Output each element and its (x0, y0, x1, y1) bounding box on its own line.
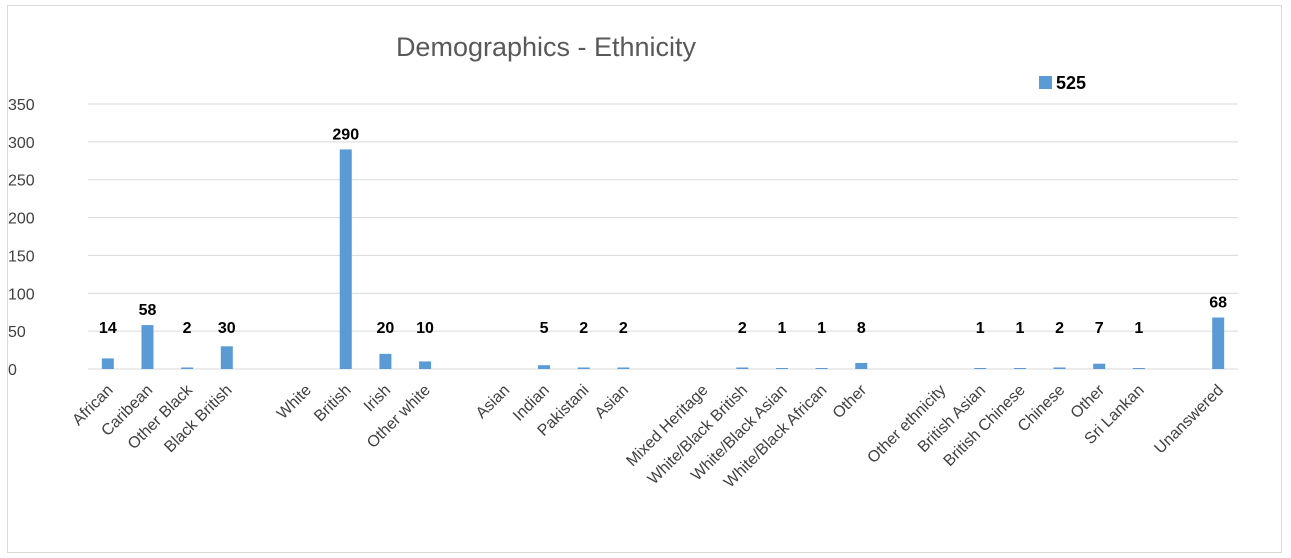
data-label: 1 (1134, 320, 1143, 337)
bar (1013, 368, 1026, 369)
bar (736, 367, 749, 369)
y-tick-label: 0 (8, 362, 17, 379)
legend-label: 525 (1056, 73, 1086, 93)
data-label: 7 (1095, 320, 1104, 337)
bar (1212, 317, 1225, 369)
x-tick-label: British (311, 382, 354, 425)
bars (101, 149, 1225, 369)
data-labels: 14 58 2 30 290 20 10 5 2 2 2 1 1 8 1 1 2 7 1 68 (99, 126, 1227, 337)
ethnicity-bar-chart: Demographics - Ethnicity 050100150200250… (8, 32, 1238, 491)
y-tick-label: 350 (8, 97, 35, 114)
bar (974, 368, 987, 369)
bar (855, 362, 868, 369)
bar (1053, 367, 1066, 369)
legend: 525 (1039, 73, 1086, 93)
legend-swatch (1039, 76, 1052, 89)
bar (538, 365, 551, 369)
y-tick-label: 100 (8, 286, 35, 303)
data-label: 58 (139, 302, 157, 319)
x-tick-label: Asian (592, 382, 632, 422)
data-label: 30 (218, 320, 236, 337)
bar (577, 367, 590, 369)
bar (419, 361, 432, 369)
data-label: 2 (579, 320, 588, 337)
data-label: 1 (976, 320, 985, 337)
chart-title: Demographics - Ethnicity (396, 32, 697, 62)
bar (379, 353, 392, 369)
x-tick-label: White (274, 382, 315, 423)
y-tick-label: 150 (8, 248, 35, 265)
data-label: 68 (1209, 295, 1227, 312)
data-label: 2 (1055, 320, 1064, 337)
data-label: 20 (377, 320, 395, 337)
bar (1132, 368, 1145, 369)
data-label: 2 (183, 320, 192, 337)
data-label: 2 (738, 320, 747, 337)
bar (141, 325, 154, 369)
bar (775, 368, 788, 369)
bar (220, 346, 233, 369)
data-label: 8 (857, 320, 866, 337)
data-label: 1 (1015, 320, 1024, 337)
x-tick-label: Other (830, 381, 871, 422)
bar (617, 367, 630, 369)
y-axis: 0 50 100 150 200 250 300 350 (8, 97, 35, 379)
data-label: 14 (99, 320, 117, 337)
y-tick-label: 200 (8, 211, 35, 228)
data-label: 2 (619, 320, 628, 337)
y-tick-label: 250 (8, 173, 35, 190)
data-label: 1 (778, 320, 787, 337)
data-label: 5 (540, 320, 549, 337)
chart-frame: Demographics - Ethnicity 0 50 100 150 200 250… (7, 5, 1282, 553)
gridlines (88, 103, 1238, 370)
bar (181, 367, 194, 369)
data-label: 290 (332, 126, 359, 143)
data-label: 1 (817, 320, 826, 337)
x-tick-label: Asian (473, 382, 513, 422)
y-tick-label: 300 (8, 135, 35, 152)
x-tick-label: Unanswered (1151, 382, 1227, 458)
bar (815, 368, 828, 369)
y-tick-label: 50 (8, 324, 26, 341)
bar (1093, 363, 1106, 369)
x-tick-label: Irish (361, 382, 394, 415)
bar (101, 358, 114, 369)
data-label: 10 (416, 320, 434, 337)
bar (339, 149, 352, 369)
